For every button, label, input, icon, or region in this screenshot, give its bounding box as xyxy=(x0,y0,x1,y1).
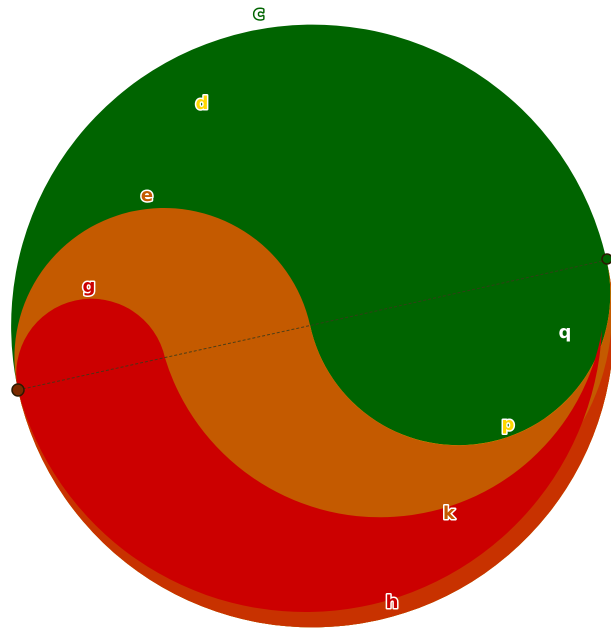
label-h: h xyxy=(386,592,399,613)
label-c: c xyxy=(254,3,265,24)
label-d: d xyxy=(196,93,209,114)
red-region xyxy=(16,298,602,613)
right-endpoint xyxy=(601,253,611,265)
label-g: g xyxy=(83,276,96,297)
label-p: p xyxy=(502,414,515,435)
label-k: k xyxy=(443,503,456,524)
label-q: q xyxy=(559,322,572,343)
label-e: e xyxy=(141,185,153,206)
chord-line xyxy=(17,259,608,391)
left-endpoint xyxy=(11,383,25,397)
